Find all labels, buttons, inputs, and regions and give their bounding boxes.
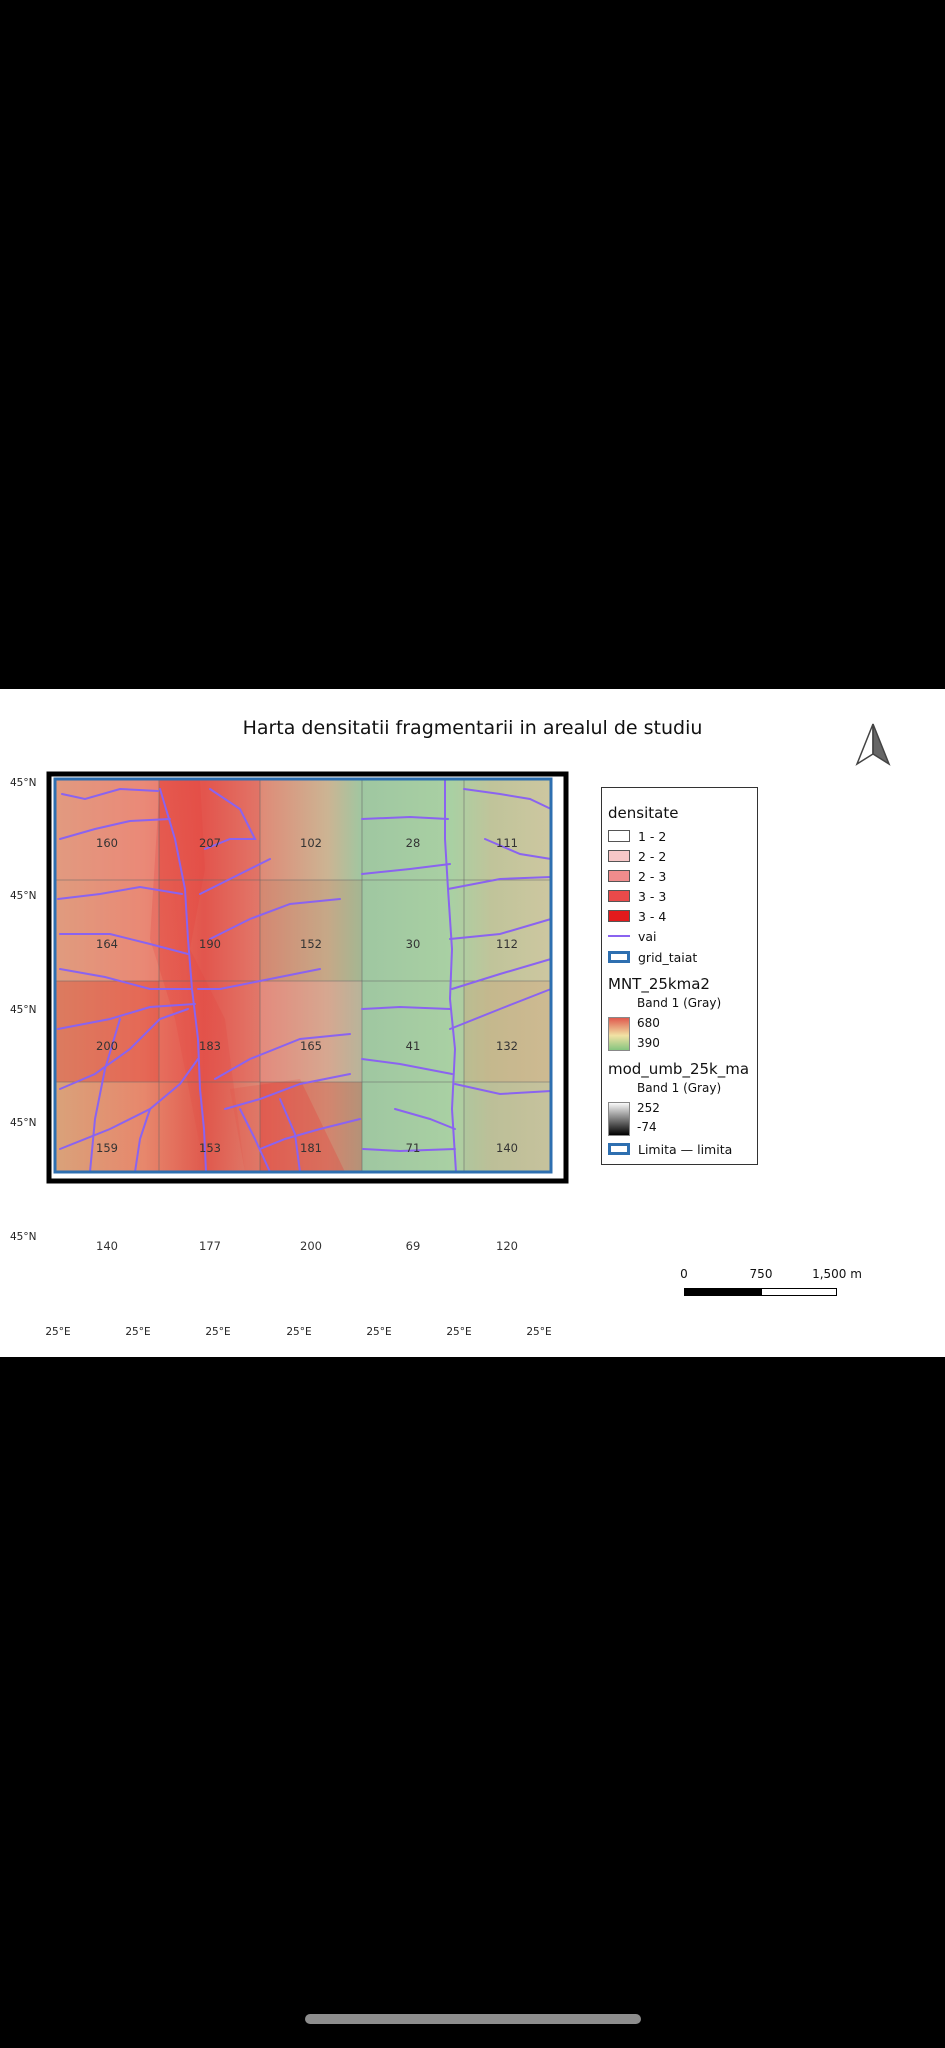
- scale-label-750: 750: [749, 1267, 773, 1281]
- cell-label-r2c2: 190: [199, 937, 221, 951]
- home-indicator[interactable]: [305, 2014, 641, 2024]
- legend-limita-box: [608, 1143, 630, 1155]
- limita-outline: [53, 777, 553, 1174]
- scale-bar: 0 750 1,500 m: [680, 1267, 862, 1297]
- terrain-base: [55, 779, 551, 1172]
- cell-label-r2c3: 152: [300, 937, 322, 951]
- lat-label-5: 45°N: [10, 1231, 36, 1243]
- lon-labels: 25°E 25°E 25°E 25°E 25°E 25°E 25°E: [45, 1326, 551, 1338]
- cell-label-r5c4: 69: [406, 1239, 421, 1253]
- lon-label-2: 25°E: [125, 1326, 150, 1338]
- ridge-highlight: [150, 779, 245, 1172]
- legend-class-5: 3 - 4: [608, 908, 666, 924]
- legend-limita-label: Limita — limita: [638, 1141, 733, 1157]
- lon-label-3: 25°E: [205, 1326, 230, 1338]
- cell-label-r1c5: 111: [496, 836, 518, 850]
- legend-class-label-5: 3 - 4: [638, 908, 667, 924]
- cell-label-r4c2: 153: [199, 1141, 221, 1155]
- cell-label-r2c4: 30: [406, 937, 421, 951]
- map-frame: 160 207 102 28 111 164 190 152 30 112 20…: [10, 771, 569, 1338]
- lat-label-2: 45°N: [10, 890, 36, 902]
- lat-label-3: 45°N: [10, 1004, 36, 1016]
- cell-label-r3c4: 41: [406, 1039, 421, 1053]
- cell-label-r4c1: 159: [96, 1141, 118, 1155]
- legend-densitate-title: densitate: [608, 804, 679, 822]
- legend-umb-max: 252: [637, 1101, 660, 1115]
- stream-network: [57, 778, 552, 1173]
- cell-label-r4c3: 181: [300, 1141, 322, 1155]
- map-layout: Harta densitatii fragmentarii in arealul…: [0, 689, 945, 1357]
- legend-vai: vai: [608, 928, 657, 944]
- cell-label-r1c4: 28: [406, 836, 421, 850]
- legend-grid-taiat-box: [608, 951, 630, 963]
- cell-label-r2c5: 112: [496, 937, 518, 951]
- legend: densitate 1 - 2 2 - 2 2 - 3 3 - 3 3 - 4 …: [601, 787, 758, 1165]
- legend-swatch-4: [608, 890, 630, 902]
- cell-label-r3c2: 183: [199, 1039, 221, 1053]
- cell-label-r5c5: 120: [496, 1239, 518, 1253]
- cell-label-r3c5: 132: [496, 1039, 518, 1053]
- north-arrow-icon: [855, 723, 891, 766]
- legend-mnt-title: MNT_25kma2: [608, 975, 710, 993]
- legend-mnt-ramp: [608, 1017, 630, 1051]
- grid-lines: [55, 779, 551, 1172]
- legend-mnt-band: Band 1 (Gray): [637, 996, 722, 1010]
- legend-grid-taiat-label: grid_taiat: [638, 949, 698, 965]
- legend-umb-title: mod_umb_25k_ma: [608, 1060, 750, 1078]
- legend-class-label-2: 2 - 2: [638, 848, 667, 864]
- lon-label-7: 25°E: [526, 1326, 551, 1338]
- legend-mnt-min: 390: [637, 1036, 660, 1050]
- legend-umb-ramp: [608, 1102, 630, 1136]
- map-frame-border: [46, 771, 569, 1184]
- cell-label-r4c4: 71: [406, 1141, 421, 1155]
- cell-label-r4c5: 140: [496, 1141, 518, 1155]
- lon-label-1: 25°E: [45, 1326, 70, 1338]
- cell-label-r5c2: 177: [199, 1239, 221, 1253]
- lat-label-4: 45°N: [10, 1117, 36, 1129]
- legend-swatch-1: [608, 830, 630, 842]
- scale-bar-white: [761, 1288, 837, 1296]
- cell-label-r1c1: 160: [96, 836, 118, 850]
- legend-limita: Limita — limita: [608, 1141, 732, 1157]
- density-overlay: [55, 779, 551, 1172]
- cell-labels: 160 207 102 28 111 164 190 152 30 112 20…: [96, 836, 518, 1253]
- legend-swatch-5: [608, 910, 630, 922]
- lon-label-4: 25°E: [286, 1326, 311, 1338]
- legend-umb-min: -74: [637, 1120, 657, 1134]
- legend-class-label-3: 2 - 3: [638, 868, 667, 884]
- lon-label-6: 25°E: [446, 1326, 471, 1338]
- scale-bar-black: [684, 1288, 761, 1296]
- lat-labels: 45°N 45°N 45°N 45°N 45°N: [10, 777, 36, 1243]
- lon-label-5: 25°E: [366, 1326, 391, 1338]
- cell-label-r5c1: 140: [96, 1239, 118, 1253]
- legend-class-1: 1 - 2: [608, 828, 666, 844]
- legend-swatch-2: [608, 850, 630, 862]
- map-title: Harta densitatii fragmentarii in arealul…: [242, 717, 703, 739]
- cell-label-r3c1: 200: [96, 1039, 118, 1053]
- legend-class-3: 2 - 3: [608, 868, 666, 884]
- cell-label-r5c3: 200: [300, 1239, 322, 1253]
- scale-label-0: 0: [680, 1267, 688, 1281]
- legend-swatch-3: [608, 870, 630, 882]
- scale-label-1500: 1,500 m: [812, 1267, 862, 1281]
- cell-label-r1c2: 207: [199, 836, 221, 850]
- legend-grid-taiat: grid_taiat: [608, 949, 697, 965]
- cell-label-r3c3: 165: [300, 1039, 322, 1053]
- legend-class-label-1: 1 - 2: [638, 828, 667, 844]
- legend-mnt-max: 680: [637, 1016, 660, 1030]
- legend-vai-label: vai: [638, 928, 657, 944]
- cell-label-r2c1: 164: [96, 937, 118, 951]
- legend-umb-band: Band 1 (Gray): [637, 1081, 722, 1095]
- lat-label-1: 45°N: [10, 777, 36, 789]
- legend-class-2: 2 - 2: [608, 848, 666, 864]
- legend-class-label-4: 3 - 3: [638, 888, 667, 904]
- cell-label-r1c3: 102: [300, 836, 322, 850]
- legend-vai-line: [608, 935, 630, 937]
- legend-class-4: 3 - 3: [608, 888, 666, 904]
